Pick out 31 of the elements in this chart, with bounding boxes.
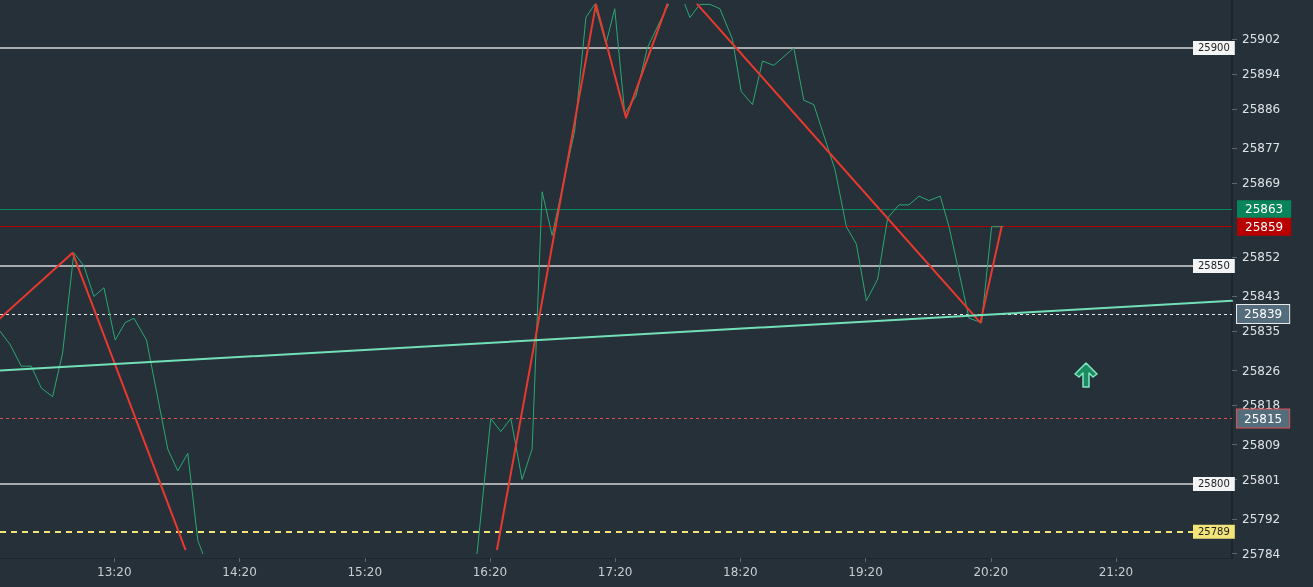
y-tick-label: 25835 (1242, 324, 1281, 339)
y-tick-label: 25869 (1242, 176, 1281, 191)
ref-line-label: 25850 (1198, 260, 1230, 272)
y-tick-label: 25852 (1242, 250, 1281, 265)
y-tick-label: 25902 (1242, 32, 1281, 47)
y-tick-label: 25826 (1242, 363, 1281, 378)
x-tick-label: 18:20 (723, 565, 758, 579)
y-tick-label: 25894 (1242, 67, 1281, 82)
y-tick-label: 25886 (1242, 101, 1281, 116)
ref-line-label: 25863 (1245, 202, 1284, 217)
ref-line-label: 25789 (1198, 526, 1230, 538)
x-tick-label: 16:20 (472, 565, 508, 579)
x-tick-label: 19:20 (848, 565, 883, 579)
x-tick-label: 17:20 (597, 565, 633, 579)
y-tick-label: 25784 (1242, 546, 1281, 561)
y-tick-label: 25843 (1242, 289, 1281, 304)
x-tick-label: 13:20 (97, 565, 132, 579)
y-tick-label: 25809 (1242, 437, 1281, 452)
ref-line-label: 25839 (1244, 306, 1283, 321)
x-tick-label: 20:20 (973, 565, 1009, 579)
x-tick-label: 14:20 (222, 565, 257, 579)
ref-line-label: 25859 (1245, 219, 1284, 234)
y-tick-label: 25792 (1242, 511, 1281, 526)
ref-line-label: 25815 (1244, 411, 1283, 426)
x-tick-label: 21:20 (1098, 565, 1134, 579)
x-tick-label: 15:20 (347, 565, 383, 579)
y-tick-label: 25801 (1242, 472, 1281, 487)
ref-line-label: 25800 (1198, 478, 1230, 490)
y-tick-label: 25877 (1242, 141, 1281, 156)
y-tick-label: 25818 (1242, 398, 1281, 413)
ref-line-label: 25900 (1198, 42, 1230, 54)
